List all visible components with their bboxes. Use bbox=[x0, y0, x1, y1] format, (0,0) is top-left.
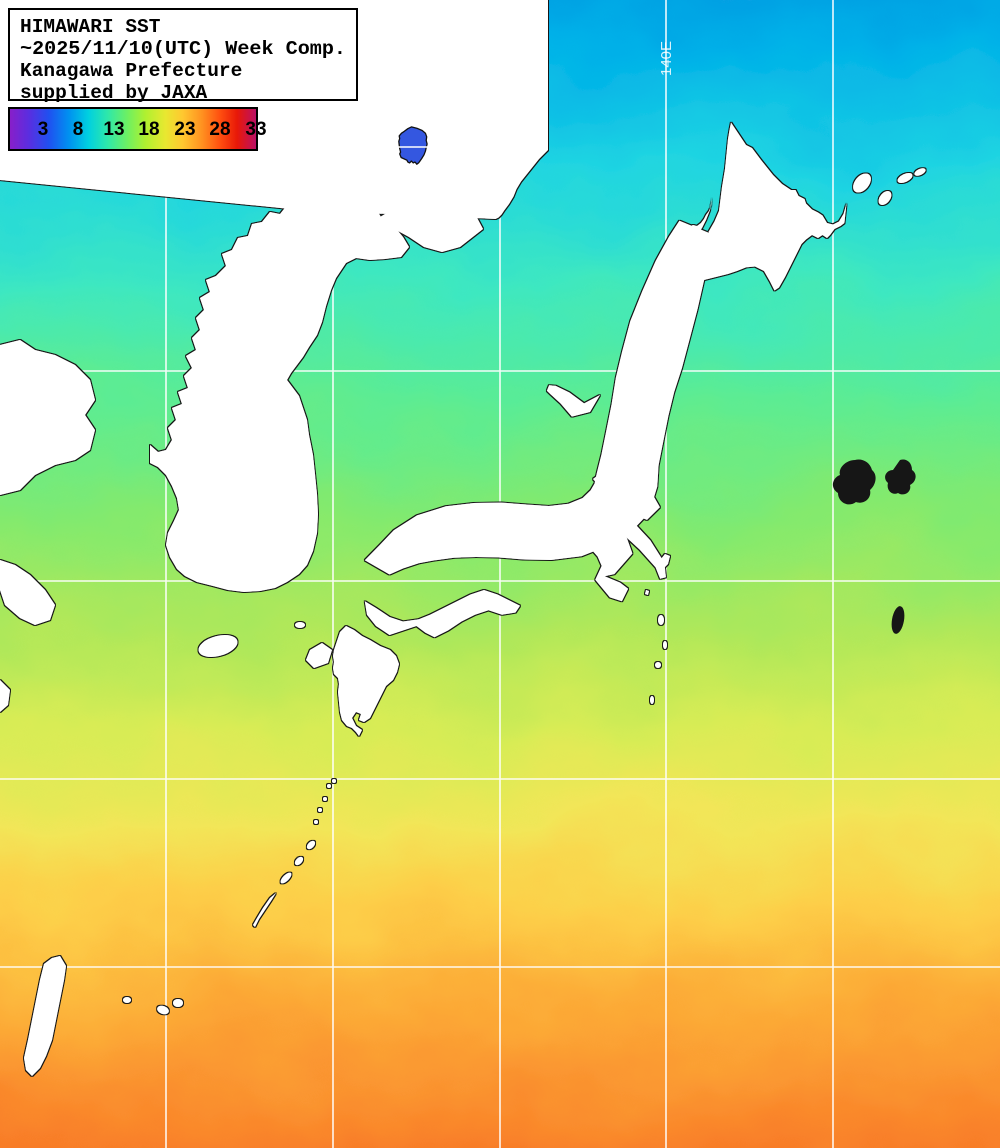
svg-text:3: 3 bbox=[38, 119, 49, 140]
svg-text:Kanagawa Prefecture: Kanagawa Prefecture bbox=[20, 60, 242, 82]
svg-text:13: 13 bbox=[103, 119, 124, 140]
svg-text:supplied by JAXA: supplied by JAXA bbox=[20, 82, 208, 104]
svg-text:33: 33 bbox=[245, 119, 266, 140]
svg-text:28: 28 bbox=[209, 119, 230, 140]
svg-text:HIMAWARI SST: HIMAWARI SST bbox=[20, 16, 161, 38]
svg-text:~2025/11/10(UTC) Week Comp.: ~2025/11/10(UTC) Week Comp. bbox=[20, 38, 346, 60]
svg-text:23: 23 bbox=[174, 119, 195, 140]
svg-text:140E: 140E bbox=[658, 41, 675, 76]
svg-text:18: 18 bbox=[138, 119, 159, 140]
svg-text:8: 8 bbox=[73, 119, 84, 140]
